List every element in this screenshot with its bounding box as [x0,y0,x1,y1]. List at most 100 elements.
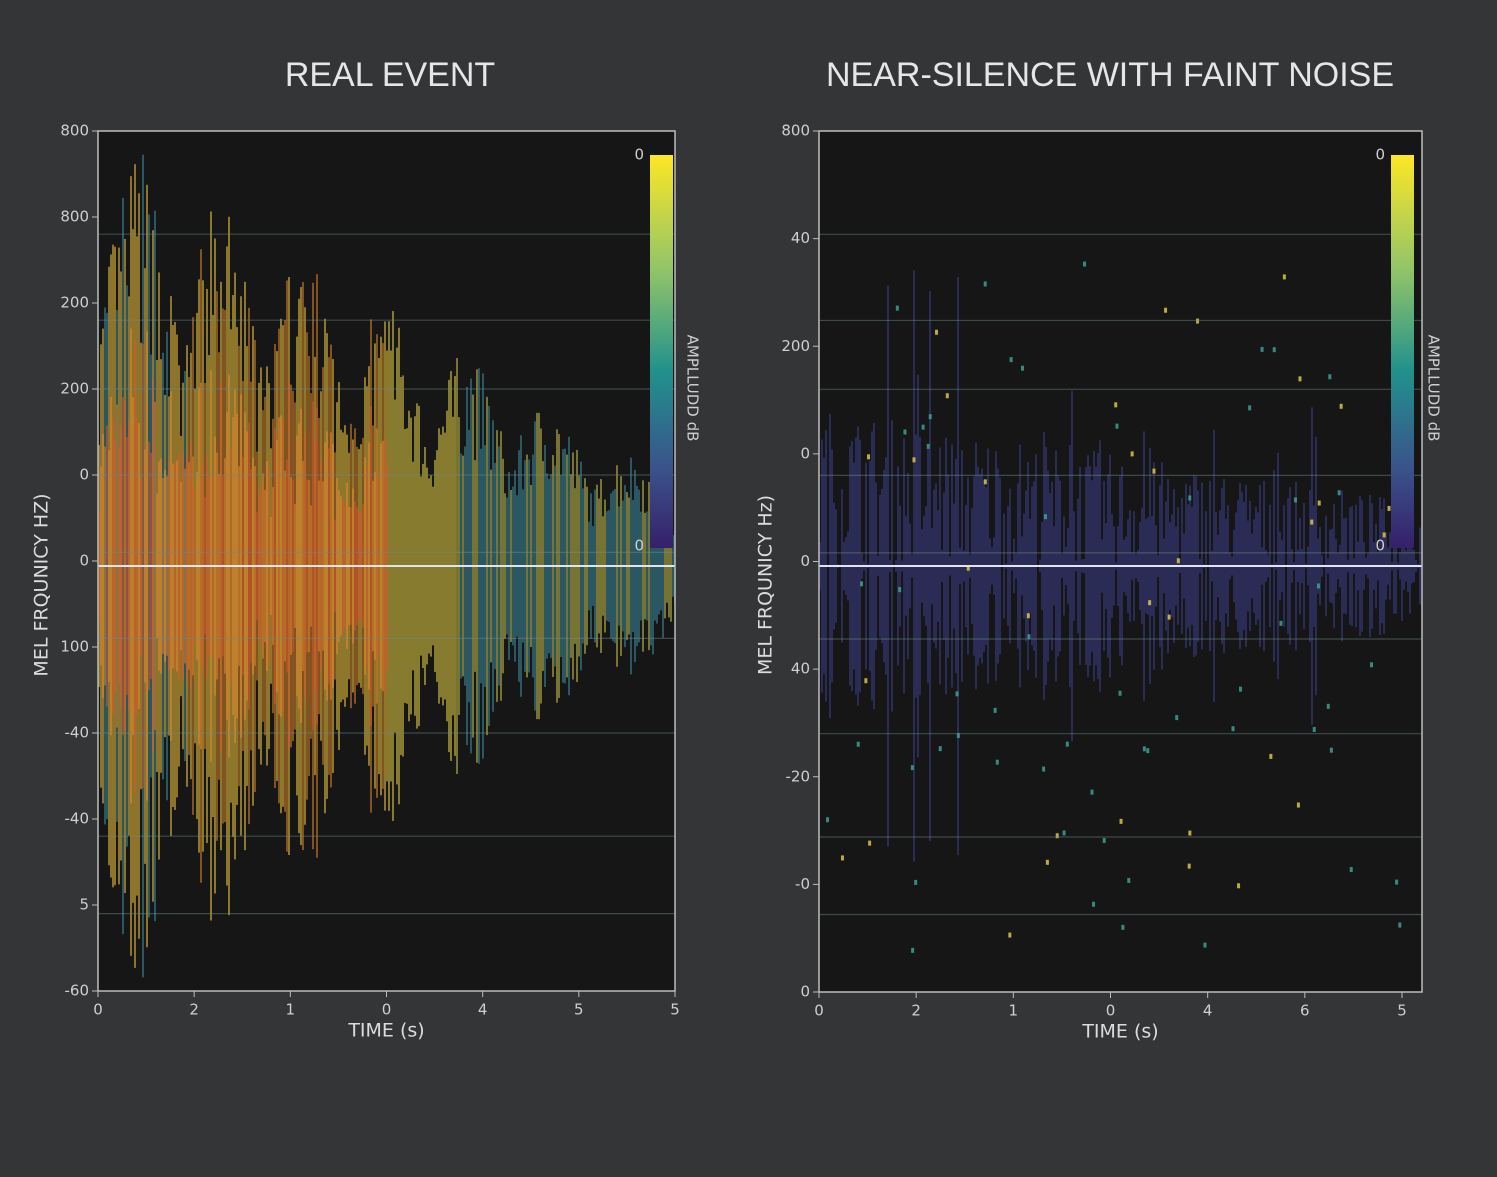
x-tick-label: 6 [1300,1002,1310,1020]
noise-dot [945,393,949,399]
noise-dot [1326,703,1330,709]
noise-dot [993,707,997,713]
noise-dot [926,443,930,449]
noise-dot [1176,558,1180,564]
noise-dot [983,281,987,287]
noise-dot [867,454,871,460]
noise-dot [1020,365,1024,371]
plot-area [819,131,1422,992]
y-tick-label: 800 [781,122,810,140]
noise-dot [911,947,915,953]
noise-dot [956,733,960,739]
noise-dot [955,691,959,697]
colorbar [650,155,673,548]
x-tick-label: 0 [93,1001,103,1019]
x-tick-label: 5 [670,1001,680,1019]
colorbar-label: AMPLLUDD dB [684,335,702,442]
noise-dot [910,765,914,771]
colorbar-tick-label: 0 [634,146,644,164]
panel-title: REAL EVENT [285,56,495,94]
x-tick-label: 4 [1203,1002,1213,1020]
noise-dot [1167,614,1171,620]
y-tick-label: 0 [79,552,89,570]
noise-dot [1027,634,1031,640]
noise-dot [928,414,932,420]
noise-dot [983,479,987,485]
noise-dot [1119,818,1123,824]
noise-dot [856,741,860,747]
y-tick-label: -60 [65,982,90,1000]
noise-dot [1055,833,1059,839]
noise-dot [1042,766,1046,772]
noise-dot [898,587,902,593]
y-tick-label: 40 [791,660,810,678]
colorbar [1391,155,1414,548]
noise-dot [921,424,925,430]
noise-dot [1279,620,1283,626]
y-axis-label: MEL FRQUNICY HZ) [31,493,53,676]
noise-dot [1152,468,1156,474]
colorbar-tick-label: 0 [634,537,644,555]
y-tick-label: -0 [795,875,810,893]
x-tick-label: 0 [814,1002,824,1020]
noise-dot [1142,746,1146,752]
noise-dot [1317,500,1321,506]
noise-dot [1102,837,1106,843]
x-tick-label: 1 [286,1001,296,1019]
noise-dot [1148,600,1152,606]
y-tick-label: 40 [791,229,810,247]
x-tick-label: 5 [574,1001,584,1019]
y-tick-label: -20 [786,767,811,785]
y-tick-label: 100 [60,638,89,656]
noise-dot [1316,583,1320,589]
noise-dot [895,305,899,311]
noise-dot [1395,879,1399,885]
y-tick-label: 0 [79,466,89,484]
noise-dot [1026,613,1030,619]
noise-dot [1188,830,1192,836]
noise-dot [1092,901,1096,907]
y-tick-label: 0 [800,552,810,570]
noise-dot [1121,924,1125,930]
noise-dot [1398,922,1402,928]
noise-dot [1127,877,1131,883]
noise-dot [1045,859,1049,865]
noise-dot [1387,505,1391,511]
x-tick-label: 2 [189,1001,199,1019]
colorbar-tick-label: 0 [1375,146,1385,164]
noise-dot [1196,318,1200,324]
noise-dot [826,817,830,823]
noise-dot [1337,490,1341,496]
noise-dot [935,329,939,335]
noise-dot [864,678,868,684]
colorbar-tick-label: 0 [1375,537,1385,555]
x-tick-label: 1 [1009,1002,1019,1020]
noise-dot [1231,726,1235,732]
x-axis-label: TIME (s) [347,1020,424,1042]
noise-dot [1248,405,1252,411]
noise-dot [1329,747,1333,753]
noise-dot [1130,451,1134,457]
noise-dot [1164,307,1168,313]
y-tick-label: 0 [800,983,810,1001]
y-tick-label: -40 [65,724,90,742]
noise-dot [1296,802,1300,808]
noise-dot [1237,883,1241,889]
noise-dot [1115,423,1119,429]
noise-dot [1118,690,1122,696]
noise-dot [912,457,916,463]
noise-dot [1090,789,1094,795]
noise-dot [1083,261,1087,267]
x-tick-label: 4 [478,1001,488,1019]
noise-dot [1009,357,1013,363]
x-tick-label: 0 [382,1001,392,1019]
noise-dot [1175,715,1179,721]
noise-dot [1312,727,1316,733]
noise-dot [995,759,999,765]
noise-dot [903,429,907,435]
noise-dot [1382,532,1386,538]
noise-dot [1114,402,1118,408]
noise-dot [1349,867,1353,873]
noise-dot [1065,741,1069,747]
